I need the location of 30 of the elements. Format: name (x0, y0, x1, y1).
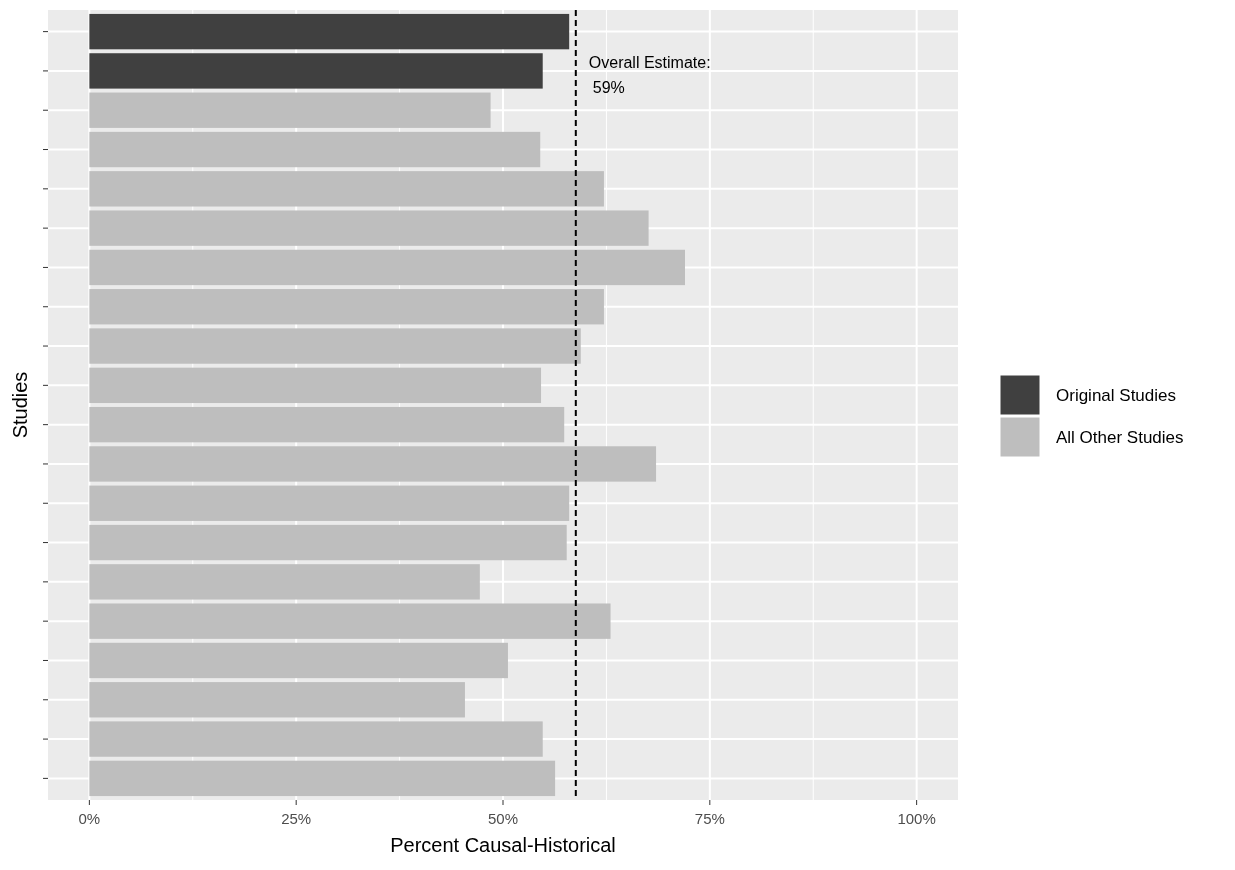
legend-label: All Other Studies (1056, 428, 1184, 447)
bar (89, 603, 611, 639)
bar (89, 13, 570, 50)
x-tick-label: 100% (897, 810, 936, 827)
legend-label: Original Studies (1056, 386, 1177, 405)
bar (89, 328, 581, 364)
bar (89, 131, 541, 168)
y-axis-title: Studies (9, 371, 31, 439)
bar (89, 367, 542, 404)
bar (89, 446, 657, 482)
bar (89, 171, 604, 207)
x-axis-title: Percent Causal-Historical (390, 834, 616, 856)
bar (89, 485, 570, 521)
bar (89, 249, 685, 286)
bar (89, 289, 604, 325)
ref-line-label: Overall Estimate: 59% (588, 54, 711, 96)
x-tick-label: 50% (487, 810, 519, 827)
bar (89, 524, 567, 561)
bar (89, 210, 649, 246)
bar (89, 53, 543, 89)
x-tick-label: 0% (78, 810, 101, 827)
x-tick-label: 25% (281, 810, 312, 827)
bar (89, 721, 543, 757)
x-tick-label: 75% (694, 810, 725, 827)
bar (89, 406, 565, 443)
bar (89, 92, 491, 128)
bar (89, 682, 465, 718)
bar (89, 564, 480, 600)
bar (89, 642, 508, 679)
bar (89, 760, 556, 797)
